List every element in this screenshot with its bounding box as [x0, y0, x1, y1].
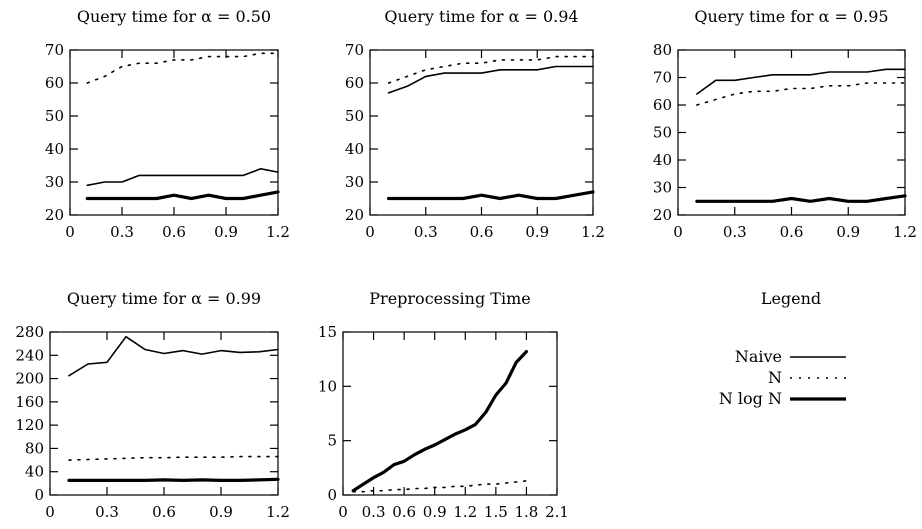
y-tick-label: 5 — [327, 432, 337, 450]
x-tick-label: 0.9 — [423, 503, 447, 521]
plot-frame — [69, 49, 279, 216]
x-tick-label: 1.8 — [514, 503, 538, 521]
x-tick-label: 2.1 — [545, 503, 569, 521]
series-line-naive — [352, 350, 528, 492]
x-tick-label: 0.6 — [470, 223, 494, 241]
series-line-n-log-n — [351, 350, 529, 493]
series-line-n-log-n — [695, 194, 907, 203]
chart-panel-1: Query time for α = 0.50 0 0.3 0.6 0.9 1.2 20 30… — [45, 7, 290, 241]
x-tick-label: 0 — [338, 503, 348, 521]
x-tick-label: 0 — [365, 223, 375, 241]
series-line-n — [352, 480, 528, 493]
legend: Legend Naive N N log N — [719, 289, 846, 408]
x-tick-label: 0.6 — [392, 503, 416, 521]
series-line-naive — [86, 168, 279, 187]
x-tick-label: 1.5 — [484, 503, 508, 521]
y-tick-label: 15 — [318, 323, 337, 341]
y-tick-label: 60 — [345, 74, 364, 92]
x-tick-label: 0.3 — [414, 223, 438, 241]
legend-label: Naive — [735, 347, 782, 366]
chart-panel-3: Query time for α = 0.95 0 0.3 0.6 0.9 1.2 20 30… — [653, 7, 917, 241]
y-tick-label: 60 — [653, 96, 672, 114]
series-line-n-log-n — [85, 190, 280, 201]
y-tick-label: 70 — [45, 41, 64, 59]
x-tick-label: 0.3 — [95, 503, 119, 521]
x-tick-label: 1.2 — [266, 503, 290, 521]
x-tick-label: 0.3 — [362, 503, 386, 521]
x-tick-label: 0 — [45, 503, 55, 521]
chart-panel-2: Query time for α = 0.94 0 0.3 0.6 0.9 1.2 20 30… — [345, 7, 605, 241]
y-tick-label: 30 — [653, 179, 672, 197]
y-tick-label: 30 — [45, 173, 64, 191]
series-line-n — [696, 82, 906, 106]
x-tick-label: 0.6 — [780, 223, 804, 241]
y-tick-label: 40 — [345, 140, 364, 158]
chart-title: Query time for α = 0.95 — [694, 7, 888, 26]
y-tick-label: 70 — [345, 41, 364, 59]
chart-panel-4: Query time for α = 0.99 0 0.3 0.6 0.9 1.2 0 40 8… — [15, 289, 290, 521]
chart-title: Query time for α = 0.94 — [384, 7, 578, 26]
y-tick-label: 280 — [15, 323, 44, 341]
x-tick-label: 0 — [673, 223, 683, 241]
chart-title: Query time for α = 0.50 — [77, 7, 271, 26]
x-tick-label: 0.6 — [152, 503, 176, 521]
legend-title: Legend — [761, 289, 821, 308]
y-tick-label: 20 — [45, 206, 64, 224]
series-line-naive — [696, 68, 906, 95]
y-tick-label: 80 — [653, 41, 672, 59]
x-tick-label: 0.3 — [723, 223, 747, 241]
series-line-n — [86, 52, 279, 84]
series-line-n-log-n — [387, 190, 595, 201]
chart-title: Query time for α = 0.99 — [67, 289, 261, 308]
y-tick-label: 120 — [15, 416, 44, 434]
y-tick-label: 0 — [34, 486, 44, 504]
series-line-n — [387, 55, 594, 84]
y-tick-label: 60 — [45, 74, 64, 92]
y-tick-label: 40 — [45, 140, 64, 158]
x-tick-label: 0.9 — [836, 223, 860, 241]
legend-label: N log N — [719, 389, 782, 408]
series-line-naive — [68, 335, 279, 377]
y-tick-label: 20 — [345, 206, 364, 224]
x-tick-label: 0.9 — [209, 503, 233, 521]
chart-title: Preprocessing Time — [369, 289, 530, 308]
x-tick-label: 1.2 — [893, 223, 917, 241]
y-tick-label: 20 — [653, 206, 672, 224]
x-tick-label: 1.2 — [453, 503, 477, 521]
x-tick-label: 0.9 — [214, 223, 238, 241]
x-tick-label: 0 — [65, 223, 75, 241]
series-line-n-log-n — [67, 477, 280, 482]
y-tick-label: 0 — [327, 486, 337, 504]
y-tick-label: 70 — [653, 69, 672, 87]
y-tick-label: 10 — [318, 377, 337, 395]
y-tick-label: 40 — [25, 463, 44, 481]
y-tick-label: 80 — [25, 439, 44, 457]
legend-label: N — [768, 368, 782, 387]
x-tick-label: 0.9 — [525, 223, 549, 241]
y-tick-label: 160 — [15, 393, 44, 411]
y-tick-label: 50 — [345, 107, 364, 125]
y-tick-label: 50 — [653, 124, 672, 142]
plot-frame — [369, 49, 594, 216]
series-line-n — [68, 455, 279, 461]
y-tick-label: 200 — [15, 370, 44, 388]
chart-panel-5: Preprocessing Time 0 0.3 0.6 0.9 1.2 1.5 1.8 2.1… — [318, 289, 569, 521]
y-tick-label: 240 — [15, 346, 44, 364]
plot-frame — [49, 331, 279, 496]
x-tick-label: 1.2 — [581, 223, 605, 241]
plot-frame — [342, 331, 558, 496]
y-tick-label: 40 — [653, 151, 672, 169]
x-tick-label: 0.3 — [110, 223, 134, 241]
y-tick-label: 30 — [345, 173, 364, 191]
x-tick-label: 1.2 — [266, 223, 290, 241]
series-line-naive — [387, 65, 594, 94]
x-tick-label: 0.6 — [162, 223, 186, 241]
y-tick-label: 50 — [45, 107, 64, 125]
